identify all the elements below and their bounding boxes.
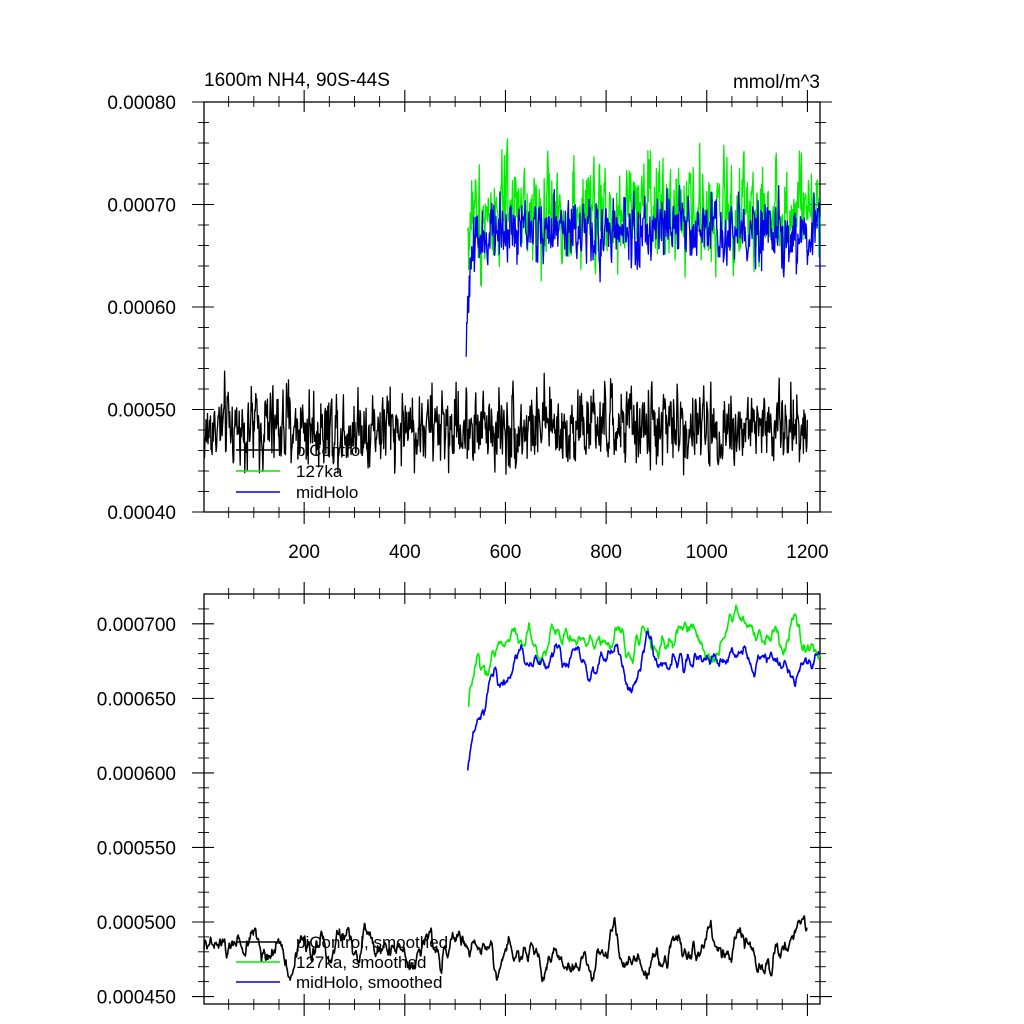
top-series: [203, 138, 821, 476]
y-tick-label: 0.000550: [97, 838, 176, 859]
y-tick-label: 0.00060: [107, 298, 176, 319]
top-ticks: [192, 90, 832, 524]
legend-label: piControl: [296, 441, 364, 460]
y-tick-label: 0.000700: [97, 615, 176, 636]
y-tick-label: 0.00050: [107, 401, 176, 422]
top-title-left: 1600m NH4, 90S-44S: [204, 70, 390, 91]
series-line-picontrol-smoothed: [203, 915, 808, 983]
series-line-midholo: [465, 184, 821, 357]
top-panel: 200 400 600 800 1000 1200 0.00040 0.00050 0.0006…: [107, 70, 832, 563]
y-tick-label: 0.00070: [107, 196, 176, 217]
series-line-midholo-smoothed: [466, 630, 821, 771]
bottom-series: [203, 604, 821, 983]
top-tick-labels: 200 400 600 800 1000 1200 0.00040 0.00050 0.0006…: [107, 93, 828, 563]
y-tick-label: 0.000650: [97, 689, 176, 710]
bottom-panel: 0.000450 0.000500 0.000550 0.000600 0.000650…: [97, 582, 832, 1016]
legend-label: 127ka, smoothed: [296, 953, 426, 972]
top-legend: piControl 127ka midHolo: [236, 441, 364, 502]
legend-label: 127ka: [296, 462, 343, 481]
x-tick-label: 400: [389, 542, 421, 563]
x-tick-label: 1200: [786, 542, 828, 563]
x-tick-label: 800: [590, 542, 622, 563]
y-tick-label: 0.00040: [107, 503, 176, 524]
y-tick-label: 0.000600: [97, 764, 176, 785]
series-line-127ka-smoothed: [467, 604, 821, 707]
legend-label: piControl, smoothed: [296, 933, 448, 952]
y-tick-label: 0.000500: [97, 913, 176, 934]
x-tick-label: 1000: [686, 542, 728, 563]
bottom-tick-labels: 0.000450 0.000500 0.000550 0.000600 0.000650…: [97, 615, 176, 1009]
legend-label: midHolo, smoothed: [296, 973, 442, 992]
top-title-right: mmol/m^3: [733, 72, 820, 93]
x-tick-label: 600: [490, 542, 522, 563]
x-tick-label: 200: [288, 542, 320, 563]
bottom-plot-frame: [203, 593, 821, 1005]
bottom-ticks: [192, 582, 832, 1016]
y-tick-label: 0.00080: [107, 93, 176, 114]
legend-label: midHolo: [296, 483, 358, 502]
series-line-picontrol: [203, 370, 809, 476]
y-tick-label: 0.000450: [97, 988, 176, 1009]
